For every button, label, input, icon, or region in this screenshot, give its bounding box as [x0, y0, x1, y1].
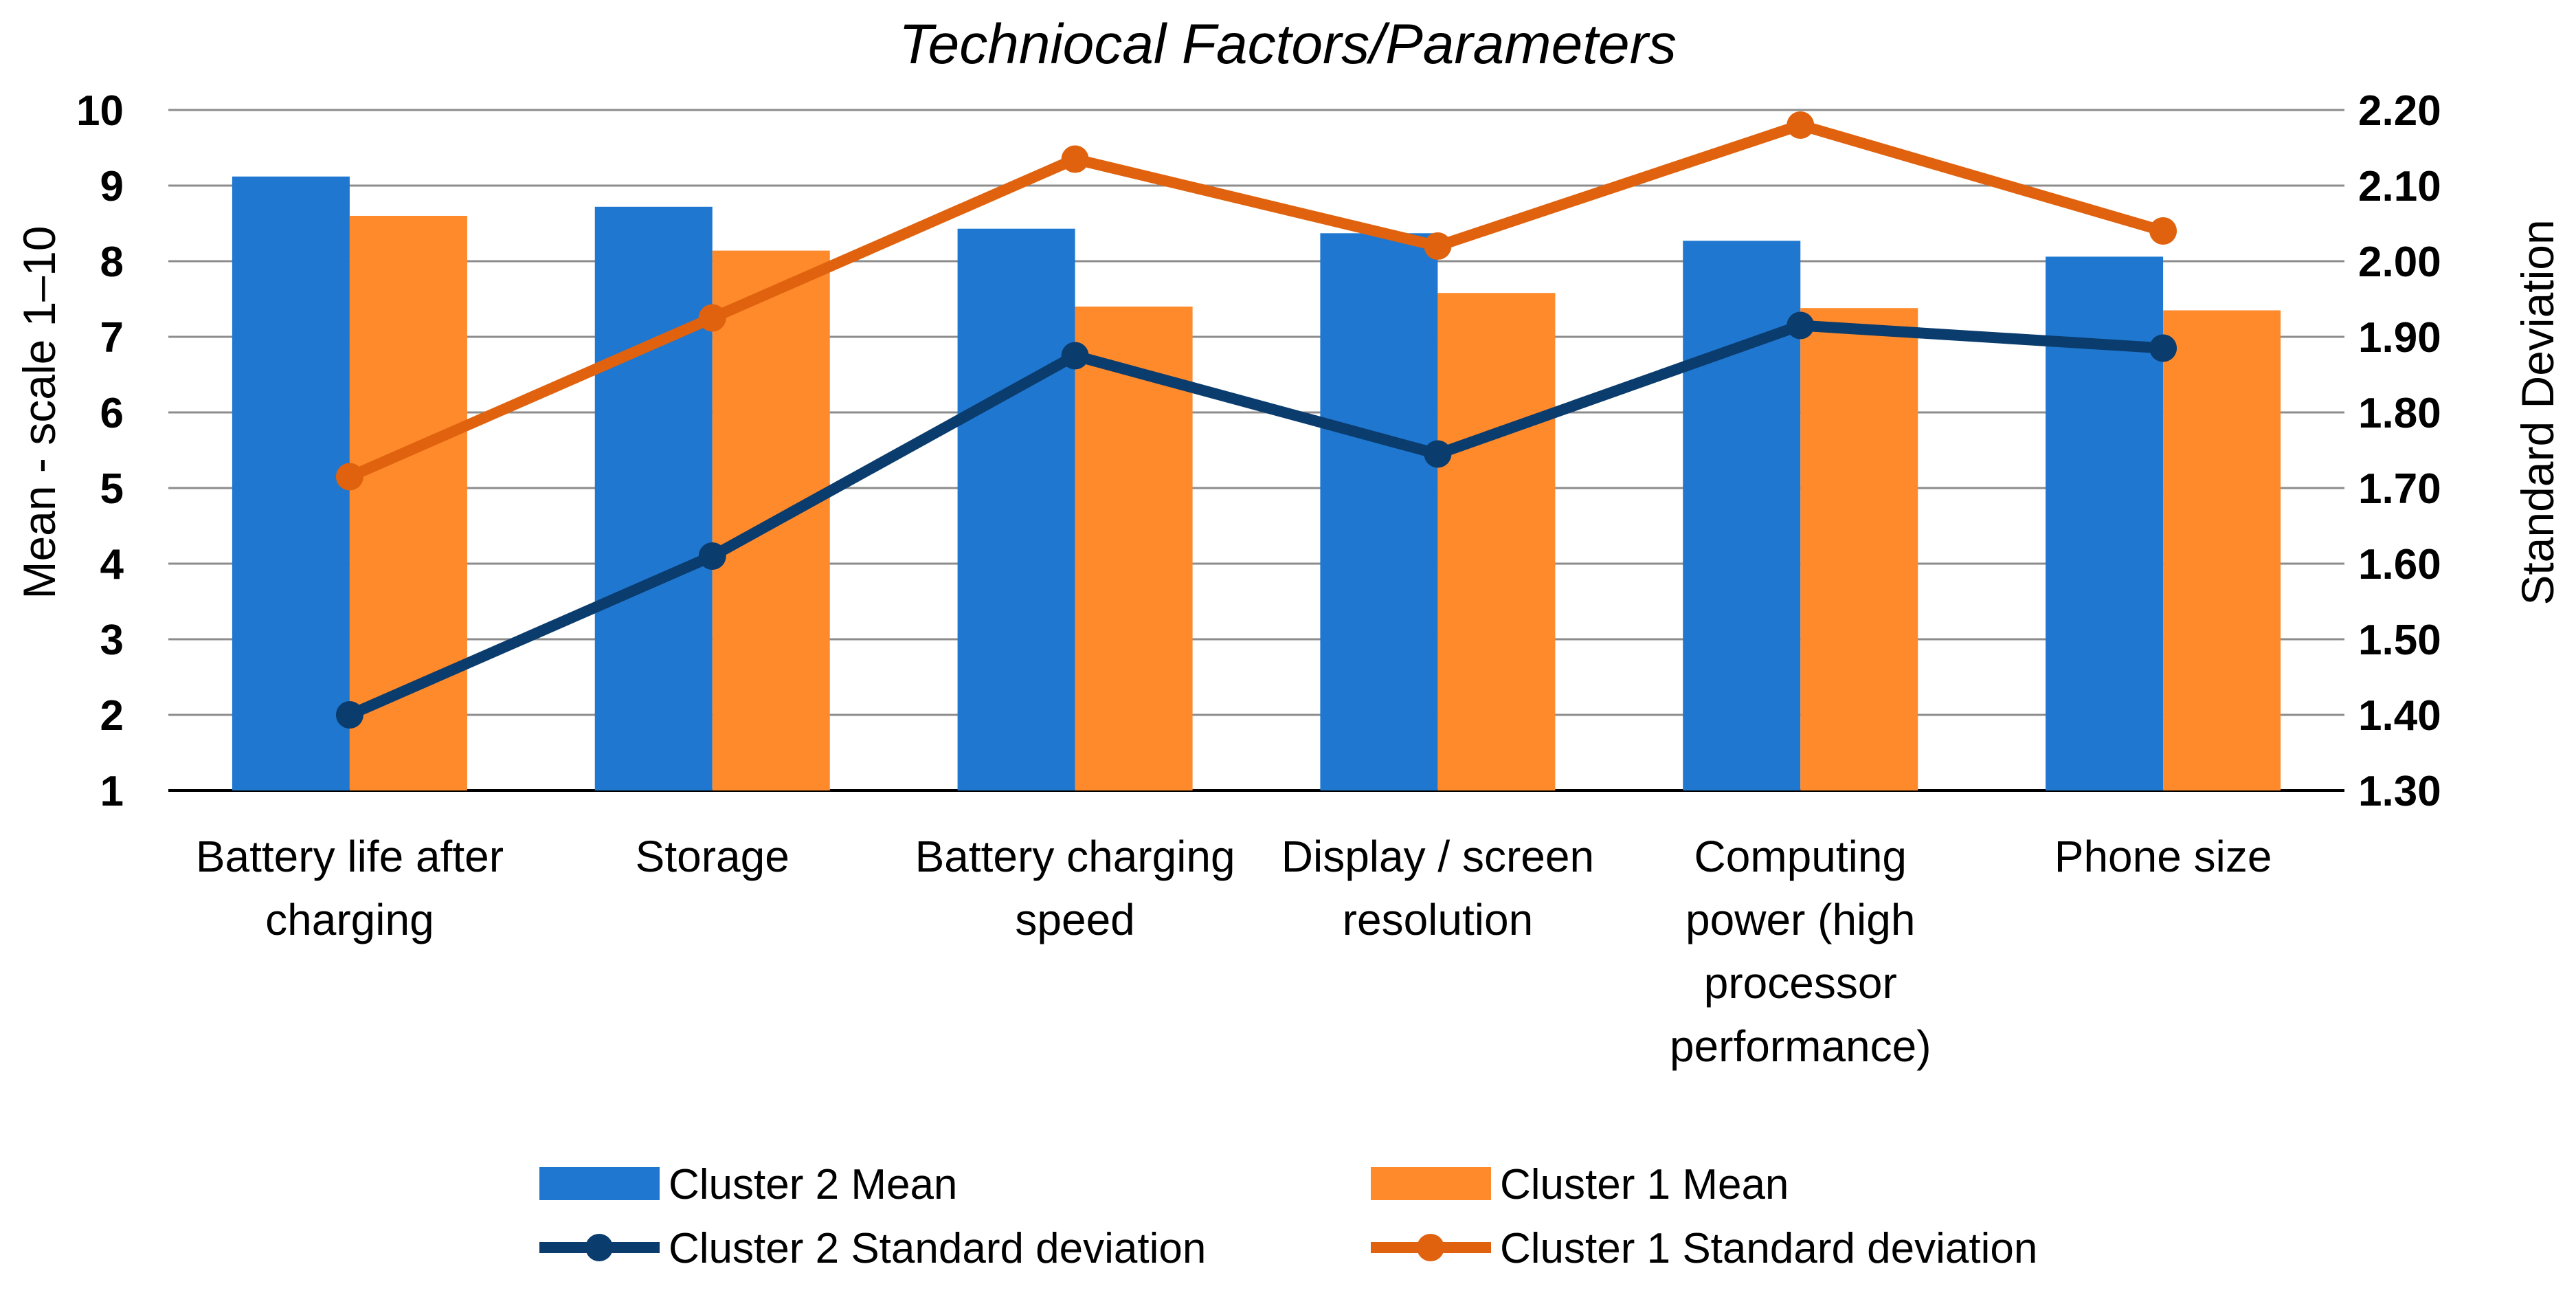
y-tick-label: 2 — [100, 692, 124, 740]
data-point — [335, 701, 363, 729]
y-tick-label: 9 — [100, 163, 124, 210]
legend-label: Cluster 1 Standard deviation — [1500, 1225, 2037, 1272]
y2-tick-label: 1.70 — [2358, 465, 2441, 513]
data-point — [1061, 342, 1089, 370]
x-tick-label: Storage — [636, 832, 789, 881]
legend: Cluster 2 Mean Cluster 1 Mean Cluster 2 St… — [539, 1161, 2037, 1272]
x-tick-label: resolution — [1343, 895, 1534, 944]
x-tick-label: speed — [1015, 895, 1134, 944]
legend-label: Cluster 2 Mean — [669, 1161, 957, 1208]
x-tick-label: Computing — [1694, 832, 1907, 881]
bar-cluster1-mean — [2163, 310, 2281, 790]
chart-title: Techniocal Factors/Parameters — [899, 13, 1677, 76]
data-point — [698, 304, 726, 332]
legend-swatch-marker — [1417, 1234, 1444, 1261]
y2-axis-ticks: 1.30 1.40 1.50 1.60 1.70 1.80 1.90 2.00 2.10 2.20 — [2358, 87, 2441, 815]
y2-tick-label: 2.10 — [2358, 163, 2441, 210]
y-tick-label: 10 — [76, 87, 124, 135]
legend-label: Cluster 1 Mean — [1500, 1161, 1789, 1208]
series-line — [347, 320, 2164, 720]
x-tick-label: power (high — [1685, 895, 1915, 944]
x-tick-label: Phone size — [2054, 832, 2272, 881]
data-point — [335, 463, 363, 491]
y2-tick-label: 1.50 — [2358, 617, 2441, 664]
x-tick-label: Battery life after — [196, 832, 504, 881]
data-point — [1787, 111, 1815, 139]
data-point — [1424, 232, 1452, 260]
bar-cluster2-mean — [957, 228, 1075, 790]
data-point — [1424, 440, 1452, 468]
y2-tick-label: 2.00 — [2358, 239, 2441, 286]
data-point — [2149, 217, 2177, 245]
y2-tick-label: 1.30 — [2358, 768, 2441, 815]
y-axis-label: Mean - scale 1–10 — [14, 226, 65, 599]
y2-tick-label: 1.90 — [2358, 314, 2441, 362]
bar-cluster2-mean — [1320, 233, 1438, 790]
y2-tick-label: 1.60 — [2358, 541, 2441, 588]
y2-tick-label: 1.40 — [2358, 692, 2441, 740]
legend-swatch-bar — [1371, 1167, 1491, 1200]
bar-cluster1-mean — [1800, 308, 1918, 790]
series-line — [347, 120, 2165, 482]
y-tick-label: 6 — [100, 390, 124, 437]
y-tick-label: 7 — [100, 314, 124, 362]
legend-swatch-marker — [585, 1234, 613, 1261]
y-axis-ticks: 1 2 3 4 5 6 7 8 9 10 — [76, 87, 124, 815]
y2-tick-label: 1.80 — [2358, 390, 2441, 437]
data-point — [1061, 145, 1089, 173]
x-tick-label: processor — [1704, 958, 1897, 1008]
legend-label: Cluster 2 Standard deviation — [669, 1225, 1206, 1272]
x-axis-labels: Battery life after charging Storage Battery… — [196, 832, 2272, 1071]
x-tick-label: Display / screen — [1281, 832, 1594, 881]
y2-tick-label: 2.20 — [2358, 87, 2441, 135]
y-tick-label: 3 — [100, 617, 124, 664]
data-point — [698, 542, 726, 570]
x-tick-label: Battery charging — [915, 832, 1235, 881]
x-tick-label: performance) — [1670, 1021, 1931, 1071]
data-point — [2149, 334, 2177, 362]
series-lines — [335, 111, 2177, 729]
bar-cluster2-mean — [1683, 241, 1801, 790]
bar-cluster2-mean — [232, 176, 350, 790]
y2-axis-label: Standard Deviation — [2512, 219, 2563, 605]
gridlines — [168, 109, 2344, 792]
bars — [232, 176, 2281, 791]
bar-cluster1-mean — [1437, 293, 1556, 790]
bar-cluster2-mean — [594, 206, 713, 790]
y-tick-label: 1 — [100, 768, 124, 815]
x-tick-label: charging — [265, 895, 434, 944]
y-tick-label: 5 — [100, 465, 124, 513]
data-point — [1787, 311, 1815, 340]
y-tick-label: 4 — [100, 541, 124, 588]
y-tick-label: 8 — [100, 239, 124, 286]
legend-swatch-bar — [539, 1167, 660, 1200]
